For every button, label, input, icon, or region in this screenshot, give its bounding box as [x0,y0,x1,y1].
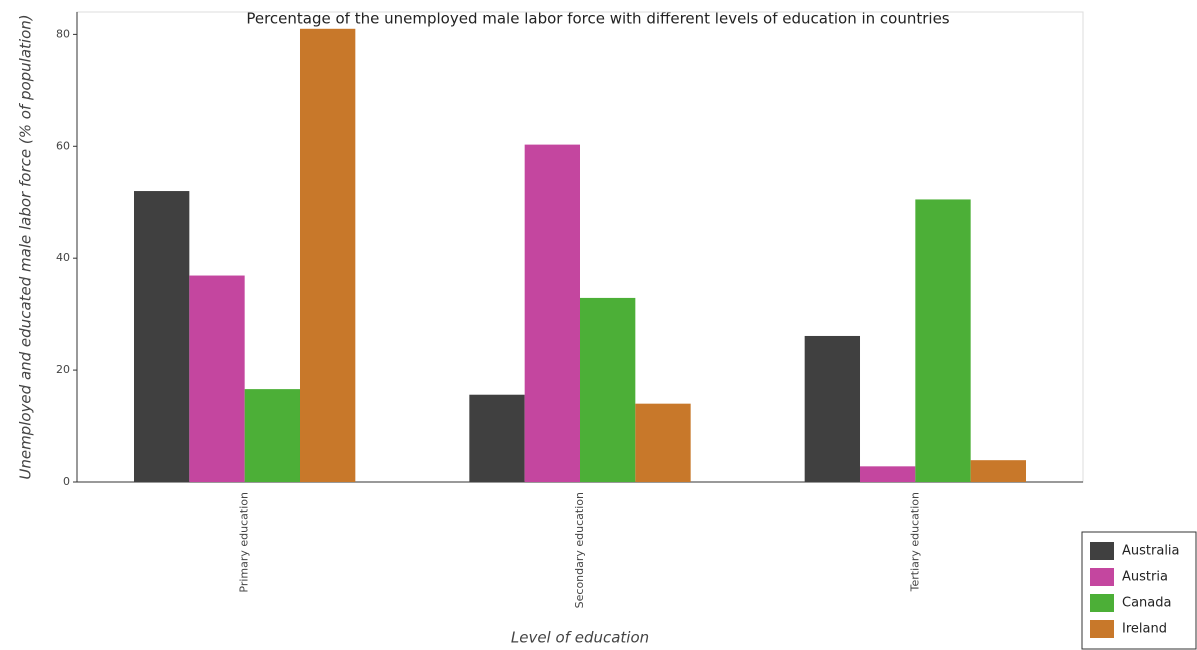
bar [580,297,636,482]
x-tick-label: Tertiary education [908,492,921,592]
bar [860,466,916,482]
x-tick-label: Primary education [238,492,251,593]
bar [524,144,580,482]
y-tick-label: 0 [63,475,70,488]
bar [970,460,1026,482]
y-tick-label: 20 [56,363,70,376]
bar [189,275,245,482]
y-tick-label: 60 [56,139,70,152]
y-axis-title: Unemployed and educated male labor force… [17,14,35,479]
legend-label: Australia [1122,544,1180,559]
legend-label: Canada [1122,596,1171,611]
bar [299,28,356,483]
legend-swatch [1090,594,1114,612]
legend-swatch [1090,568,1114,586]
bar [804,335,861,482]
legend-swatch [1090,620,1114,638]
chart-title: Percentage of the unemployed male labor … [246,10,949,28]
y-tick-label: 80 [56,27,70,40]
bar [915,199,971,482]
bar [469,394,525,482]
x-axis-title: Level of education [511,629,649,647]
bar [635,403,691,482]
legend-label: Austria [1122,570,1168,585]
bar [244,389,300,482]
y-tick-label: 40 [56,251,70,264]
legend-swatch [1090,542,1114,560]
bar [134,191,190,483]
x-tick-label: Secondary education [573,492,586,608]
legend-label: Ireland [1122,622,1167,637]
